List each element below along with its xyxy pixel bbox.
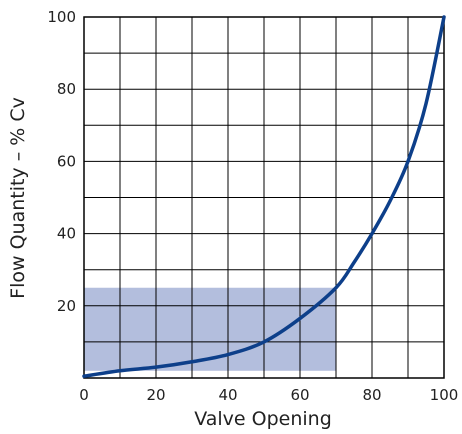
x-tick-label: 80 [362,386,381,404]
x-tick-label: 40 [218,386,237,404]
y-tick-label: 80 [57,80,76,98]
y-tick-label: 40 [57,225,76,243]
y-axis-label: Flow Quantity – % Cv [7,97,29,299]
x-tick-label: 20 [146,386,165,404]
x-tick-label: 100 [430,386,459,404]
y-tick-label: 100 [47,8,76,26]
series-line [82,15,446,378]
y-tick-label: 20 [57,297,76,315]
y-tick-label: 60 [57,152,76,170]
x-axis-label: Valve Opening [194,408,332,430]
x-tick-labels: 0 20 40 60 80 100 [79,386,458,404]
series-group [82,15,446,378]
y-tick-labels: 20 40 60 80 100 [47,8,76,315]
x-tick-label: 0 [79,386,89,404]
plot-frame [83,16,445,379]
x-tick-label: 60 [290,386,309,404]
